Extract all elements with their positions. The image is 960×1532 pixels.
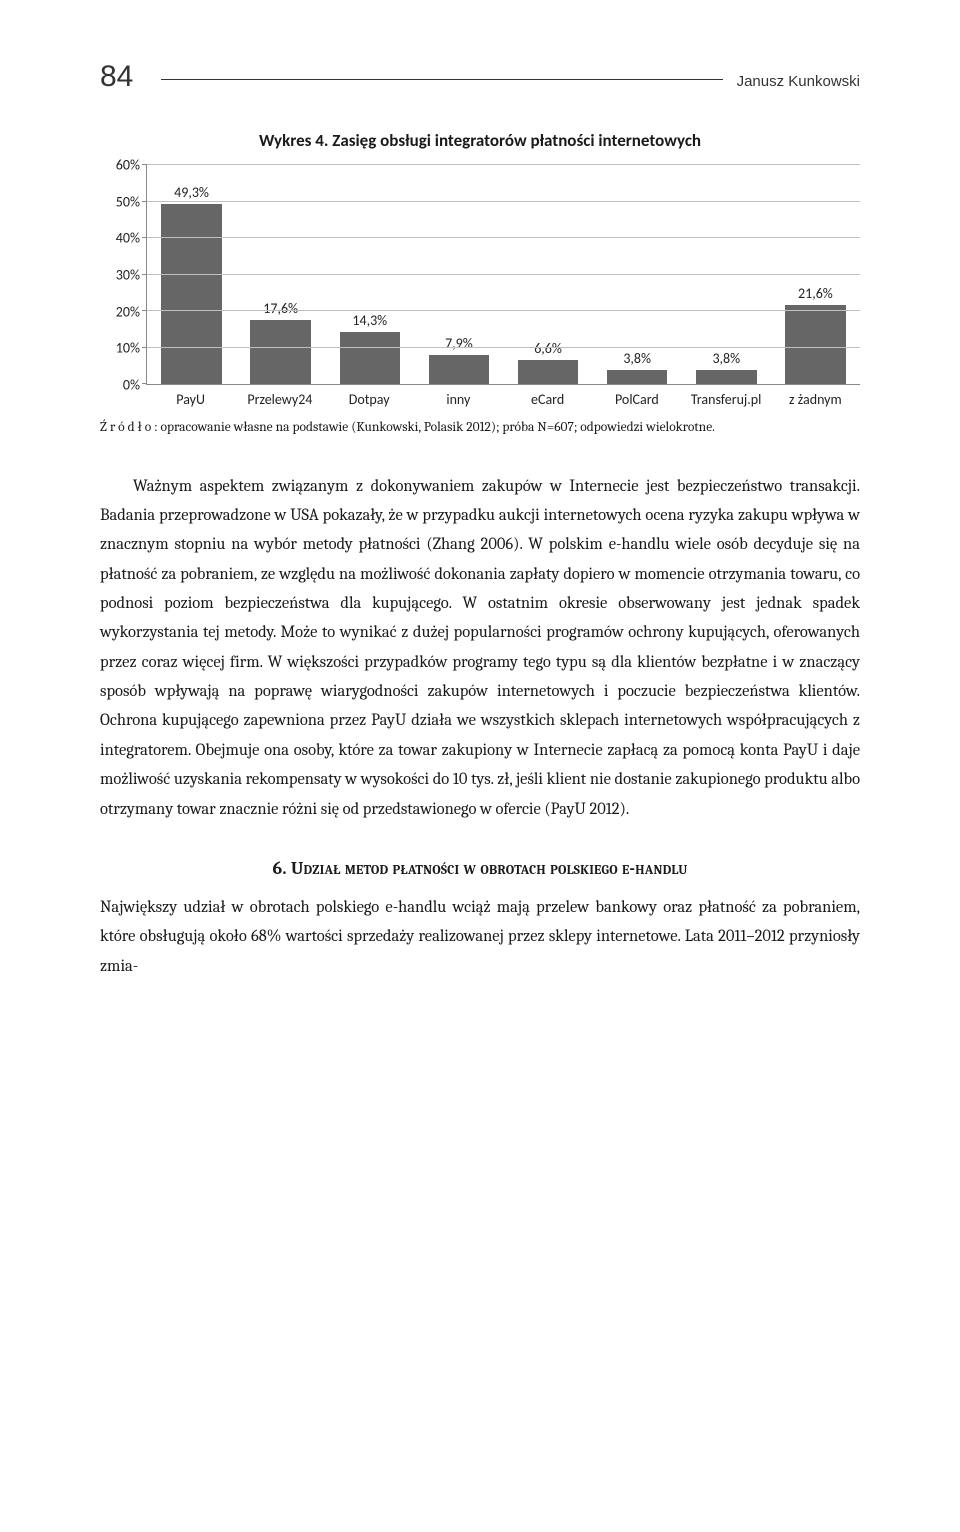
chart-bar-value-label: 14,3% xyxy=(352,312,387,329)
chart-bar-value-label: 3,8% xyxy=(623,350,651,367)
chart-gridline xyxy=(147,310,860,311)
chart-plot: 0%10%20%30%40%50%60% 49,3%17,6%14,3%7,9%… xyxy=(100,165,860,385)
chart-y-tick: 20% xyxy=(116,303,140,320)
chart-x-tick: Dotpay xyxy=(325,391,414,408)
chart-y-tick: 0% xyxy=(123,377,140,394)
chart-bar-column: 14,3% xyxy=(325,165,414,384)
chart-x-axis: PayUPrzelewy24DotpayinnyeCardPolCardTran… xyxy=(146,391,860,408)
chart-bar-value-label: 17,6% xyxy=(263,300,298,317)
chart-bar xyxy=(696,370,757,384)
chart-x-tick: Przelewy24 xyxy=(235,391,324,408)
chart-y-tick: 60% xyxy=(116,157,140,174)
chart-source-note: Ź r ó d ł o : opracowanie własne na pods… xyxy=(100,418,860,438)
chart-bar-column: 7,9% xyxy=(414,165,503,384)
chart-tick-mark xyxy=(142,274,147,275)
bar-chart: Wykres 4. Zasięg obsługi integratorów pł… xyxy=(100,130,860,408)
chart-x-tick: Transferuj.pl xyxy=(682,391,771,408)
chart-x-tick: z żadnym xyxy=(771,391,860,408)
chart-bar-value-label: 7,9% xyxy=(445,335,473,352)
chart-bar xyxy=(250,320,311,384)
chart-y-tick: 10% xyxy=(116,340,140,357)
chart-gridline xyxy=(147,201,860,202)
chart-bar xyxy=(518,360,579,384)
chart-tick-mark xyxy=(142,201,147,202)
chart-tick-mark xyxy=(142,237,147,238)
chart-bar xyxy=(429,355,490,384)
chart-bar-column: 21,6% xyxy=(771,165,860,384)
running-header: 84 Janusz Kunkowski xyxy=(100,60,860,94)
chart-y-tick: 30% xyxy=(116,267,140,284)
chart-bar-column: 49,3% xyxy=(147,165,236,384)
chart-bar-value-label: 49,3% xyxy=(174,184,209,201)
chart-tick-mark xyxy=(142,310,147,311)
chart-y-tick: 40% xyxy=(116,230,140,247)
chart-y-tick: 50% xyxy=(116,193,140,210)
chart-bar-column: 17,6% xyxy=(236,165,325,384)
chart-x-tick: eCard xyxy=(503,391,592,408)
chart-bars: 49,3% 17,6% 14,3% 7,9% 6,6% 3,8% 3,8% 21,6% xyxy=(147,165,860,384)
chart-x-tick: inny xyxy=(414,391,503,408)
chart-x-tick: PolCard xyxy=(592,391,681,408)
chart-bar-value-label: 21,6% xyxy=(798,285,833,302)
page-number: 84 xyxy=(100,60,133,94)
chart-bar-value-label: 3,8% xyxy=(712,350,740,367)
chart-bar-column: 6,6% xyxy=(504,165,593,384)
chart-bar-column: 3,8% xyxy=(593,165,682,384)
chart-tick-mark xyxy=(142,383,147,384)
chart-title: Wykres 4. Zasięg obsługi integratorów pł… xyxy=(100,130,860,151)
chart-gridline xyxy=(147,164,860,165)
chart-bar-column: 3,8% xyxy=(682,165,771,384)
chart-gridline xyxy=(147,347,860,348)
chart-plot-area: 49,3% 17,6% 14,3% 7,9% 6,6% 3,8% 3,8% 21,6% xyxy=(146,165,860,385)
chart-bar xyxy=(340,332,401,384)
chart-bar-value-label: 6,6% xyxy=(534,340,562,357)
header-author: Janusz Kunkowski xyxy=(737,73,860,90)
body-paragraph-section: Największy udział w obrotach polskiego e… xyxy=(100,893,860,981)
chart-gridline xyxy=(147,237,860,238)
chart-tick-mark xyxy=(142,164,147,165)
chart-x-tick: PayU xyxy=(146,391,235,408)
chart-tick-mark xyxy=(142,347,147,348)
section-heading: 6. Udział metod płatności w obrotach pol… xyxy=(100,858,860,879)
chart-gridline xyxy=(147,274,860,275)
chart-bar xyxy=(607,370,668,384)
body-paragraph-main: Ważnym aspektem związanym z dokonywaniem… xyxy=(100,472,860,824)
chart-bar xyxy=(161,204,222,384)
chart-bar xyxy=(785,305,846,384)
header-rule xyxy=(161,79,722,80)
chart-y-axis: 0%10%20%30%40%50%60% xyxy=(100,165,146,385)
